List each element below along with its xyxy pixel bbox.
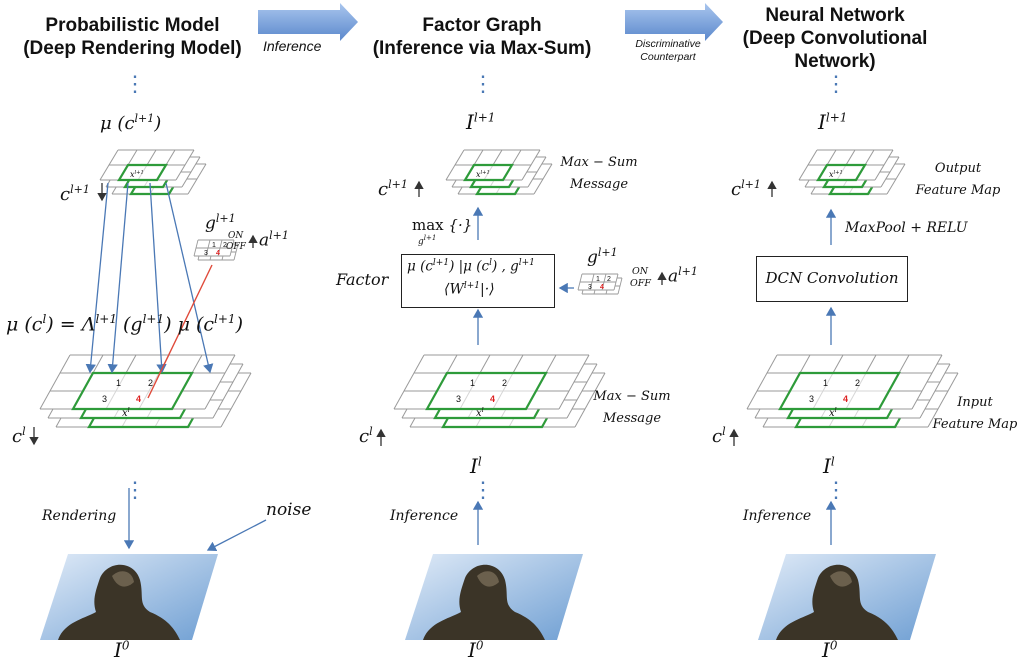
svg-text:xl: xl [476, 406, 484, 419]
middle-top-layer-stack: xl+1 [445, 149, 553, 196]
svg-text:xl+1: xl+1 [476, 170, 490, 179]
left-g-label: gl+1 [205, 212, 236, 234]
middle-i0: I0 [468, 638, 484, 662]
middle-i-l: Il [470, 454, 482, 478]
svg-text:3: 3 [809, 394, 814, 404]
left-top-dots: ⋮ [124, 72, 146, 97]
left-equation: μ (cl) = Λl+1 (gl+1) μ (cl+1) [6, 312, 243, 336]
svg-text:4: 4 [216, 250, 220, 257]
noise-label: noise [266, 500, 312, 520]
svg-text:2: 2 [607, 276, 611, 283]
middle-inference-label: Inference [390, 508, 459, 524]
middle-g-grid: 1 2 3 4 [577, 273, 623, 295]
middle-top-dots: ⋮ [472, 72, 494, 97]
rendering-label: Rendering [42, 508, 117, 524]
middle-maxsum-top: Max − Sum Message [560, 155, 638, 192]
middle-c-top: cl+1 [378, 178, 408, 200]
output-feature-map-label: Output Feature Map [915, 161, 1001, 198]
svg-text:1: 1 [596, 276, 600, 283]
left-rendering-lines [85, 182, 267, 552]
right-i-l: Il [823, 454, 835, 478]
right-c-top: cl+1 [731, 178, 761, 200]
middle-maxsum-bottom: Max − Sum Message [593, 389, 671, 426]
left-bottom-layer-stack: 1 2 3 4 xl [39, 354, 252, 429]
left-c-bottom: cl [12, 425, 26, 447]
right-i-top: Il+1 [818, 110, 848, 134]
middle-bottom-layer-stack: 1 2 3 4 xl [393, 354, 606, 429]
svg-text:xl: xl [122, 406, 130, 419]
middle-c-bottom: cl [359, 425, 373, 447]
right-bottom-dots: ⋮ [825, 478, 847, 503]
right-i0: I0 [822, 638, 838, 662]
factor-label: Factor [336, 270, 389, 289]
middle-arrows [472, 206, 574, 545]
middle-i-top: Il+1 [466, 110, 496, 134]
middle-g-label: gl+1 [587, 246, 618, 268]
svg-text:1: 1 [470, 378, 475, 388]
svg-text:1: 1 [212, 242, 216, 249]
middle-max-subscript: gl+1 [418, 234, 437, 247]
counterpart-block-arrow [625, 3, 723, 41]
left-a-label: al+1 [259, 229, 289, 251]
svg-text:3: 3 [456, 394, 461, 404]
svg-text:1: 1 [823, 378, 828, 388]
right-top-layer-stack: xl+1 [798, 149, 906, 196]
middle-max-label: max {·} [412, 216, 473, 234]
svg-text:4: 4 [490, 394, 495, 404]
left-c-top: cl+1 [60, 183, 90, 205]
right-column-title: Neural Network (Deep Convolutional Netwo… [742, 5, 928, 72]
right-bottom-layer-stack: 1 2 3 4 xl [746, 354, 959, 429]
right-top-dots: ⋮ [825, 72, 847, 97]
left-top-layer-stack: xl+1 [99, 149, 207, 196]
left-gating-line [147, 264, 213, 399]
svg-text:4: 4 [136, 394, 141, 404]
dcn-convolution-box [756, 256, 908, 302]
factor-box-line1: μ (cl+1) |μ (cl) , gl+1 [407, 258, 535, 275]
left-mu-top: μ (cl+1) [100, 112, 162, 134]
maxpool-label: MaxPool + RELU [845, 220, 968, 236]
svg-text:xl+1: xl+1 [829, 170, 843, 179]
left-column-title: Probabilistic Model (Deep Rendering Mode… [23, 15, 242, 59]
middle-on-off: ON OFF [630, 266, 651, 289]
input-image-left [40, 554, 218, 640]
svg-text:3: 3 [588, 284, 592, 291]
right-c-bottom: cl [712, 425, 726, 447]
input-image-middle [405, 554, 583, 640]
middle-bottom-dots: ⋮ [472, 478, 494, 503]
svg-text:xl: xl [829, 406, 837, 419]
inference-block-arrow [258, 3, 358, 41]
svg-text:2: 2 [223, 242, 227, 249]
right-inference-label: Inference [743, 508, 812, 524]
svg-text:3: 3 [204, 250, 208, 257]
svg-text:xl+1: xl+1 [130, 170, 144, 179]
left-g-grid: 1 2 3 4 [193, 239, 239, 261]
svg-text:2: 2 [148, 378, 153, 388]
middle-a-label: al+1 [668, 265, 698, 287]
factor-box [401, 254, 555, 308]
left-bottom-dots: ⋮ [124, 478, 146, 503]
svg-text:4: 4 [843, 394, 848, 404]
svg-text:2: 2 [502, 378, 507, 388]
dcn-convolution-label: DCN Convolution [765, 269, 899, 287]
svg-text:4: 4 [600, 284, 604, 291]
factor-box-line2: ⟨Wl+1|·⟩ [444, 281, 495, 298]
direction-arrows [29, 180, 777, 446]
input-feature-map-label: Input Feature Map [932, 395, 1018, 432]
svg-text:1: 1 [116, 378, 121, 388]
svg-text:2: 2 [855, 378, 860, 388]
left-i0: I0 [114, 638, 130, 662]
inference-arrow-label: Inference [263, 38, 322, 54]
input-image-right [758, 554, 936, 640]
left-on-off: ON OFF [226, 231, 246, 252]
svg-text:3: 3 [102, 394, 107, 404]
counterpart-arrow-label: Discriminative Counterpart [635, 38, 701, 63]
middle-column-title: Factor Graph (Inference via Max-Sum) [372, 15, 592, 59]
